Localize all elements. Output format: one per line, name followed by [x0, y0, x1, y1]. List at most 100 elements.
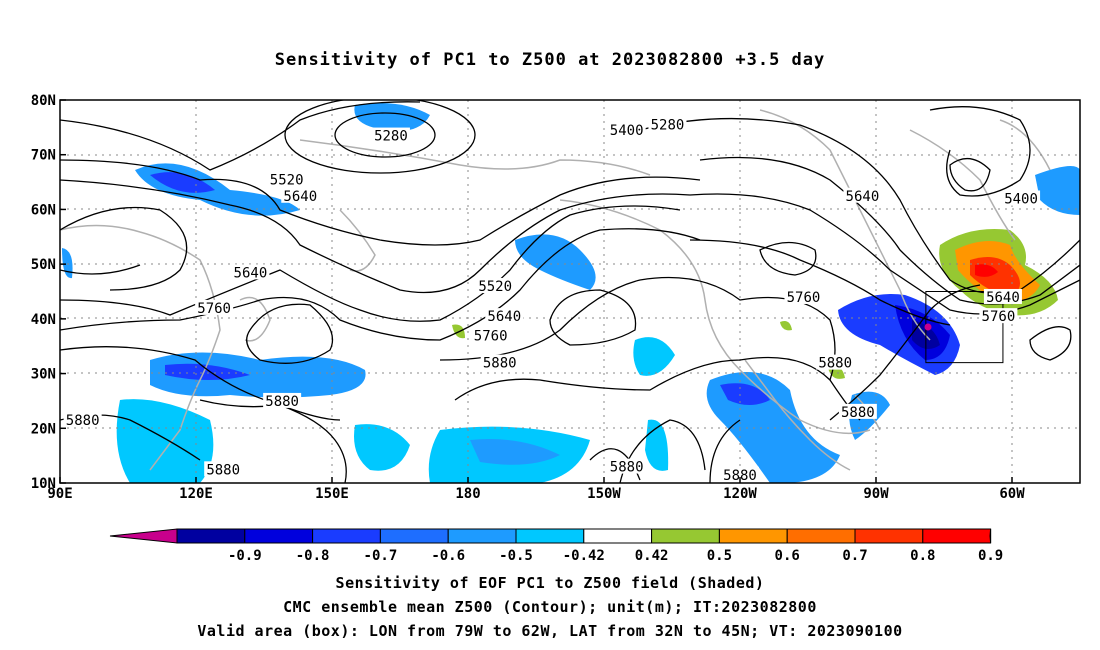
lat-tick-label: 30N [31, 367, 56, 383]
caption-line-3: Valid area (box): LON from 79W to 62W, L… [197, 622, 903, 640]
lon-tick-label: 120E [179, 486, 213, 502]
colorbar-swatch [244, 528, 314, 544]
colorbar-label: -0.6 [431, 548, 465, 564]
colorbar-label: 0.8 [910, 548, 935, 564]
colorbar-label: 0.42 [635, 548, 669, 564]
colorbar-swatch [651, 528, 720, 544]
contour-label: 5640 [234, 265, 268, 281]
lon-tick-label: 60W [999, 486, 1025, 502]
contour-label-bg [267, 171, 306, 187]
contour-label-bg [648, 116, 687, 132]
coastlines [60, 109, 1051, 471]
contour-label: 5880 [841, 405, 875, 421]
colorbar-swatch [447, 528, 517, 544]
colorbar-swatch [922, 528, 992, 544]
contour-label-bg [1002, 190, 1041, 206]
lat-tick-label: 40N [31, 312, 56, 328]
contour-label: 5880 [818, 356, 852, 372]
contour-label-bg [784, 288, 823, 304]
contour-label-bg [607, 122, 646, 138]
lon-tick-label: 150W [587, 486, 621, 502]
contour-label: 5760 [197, 301, 231, 317]
lon-tick-label: 90W [863, 486, 889, 502]
colorbar-swatch [312, 528, 381, 544]
colorbar-swatch [515, 528, 585, 544]
map-title: Sensitivity of PC1 to Z500 at 2023082800… [274, 50, 826, 70]
colorbar-label: 0.9 [978, 548, 1003, 564]
lat-tick-label: 20N [31, 421, 56, 437]
contour-label: 5880 [66, 413, 100, 429]
contour-label-bg [195, 299, 234, 315]
contour-label: 5400 [1004, 191, 1038, 207]
contour-label: 5640 [283, 189, 317, 205]
contour-label-bg [843, 187, 882, 203]
colorbar-label: -0.8 [296, 548, 330, 564]
colorbar-label: -0.9 [228, 548, 262, 564]
colorbar-swatch [176, 528, 246, 544]
colorbar: -0.9 -0.8 -0.7 -0.6 -0.5 -0.42 0.42 0.5 0.6 0.7 0.… [109, 528, 1003, 564]
contour-label-bg [838, 403, 877, 419]
contour-label-bg [231, 264, 270, 280]
contour-label-bg [204, 461, 243, 477]
latitude-tick-labels: 80N 70N 60N 50N 40N 30N 20N 10N [31, 93, 66, 492]
contour-label-bg [480, 354, 519, 370]
lat-tick-label: 70N [31, 148, 56, 164]
lon-tick-label: 180 [455, 486, 480, 502]
contour-label: 5760 [982, 309, 1016, 325]
shaded-positive-areas [452, 229, 1058, 379]
contour-label: 5880 [483, 356, 517, 372]
target-point-marker [924, 323, 932, 331]
contour-label-bg [371, 127, 410, 143]
contour-label: 5400 [610, 123, 644, 139]
colorbar-label: 0.6 [775, 548, 800, 564]
contour-label: 5280 [374, 129, 408, 145]
contour-label: 5520 [270, 172, 304, 188]
caption-line-2: CMC ensemble mean Z500 (Contour); unit(m… [283, 598, 817, 616]
colorbar-swatch [379, 528, 449, 544]
contour-label: 5520 [478, 279, 512, 295]
contour-label-bg [476, 278, 515, 294]
lat-tick-label: 60N [31, 202, 56, 218]
contour-label-bg [816, 354, 855, 370]
contour-label-bg [263, 392, 302, 408]
colorbar-low-extend [109, 528, 178, 544]
colorbar-swatch [583, 528, 653, 544]
contour-label: 5880 [723, 468, 757, 484]
contour-label-bg [471, 327, 510, 343]
contour-label: 5760 [787, 290, 821, 306]
contour-label-bg [281, 187, 320, 203]
colorbar-high-extend [989, 528, 992, 544]
colorbar-label: -0.7 [364, 548, 398, 564]
colorbar-label: 0.5 [707, 548, 732, 564]
colorbar-swatch [854, 528, 924, 544]
contour-label: 5760 [474, 328, 508, 344]
contour-label-bg [485, 308, 524, 324]
graticule [60, 100, 1080, 483]
contour-label: 5640 [986, 290, 1020, 306]
contour-label: 5280 [651, 118, 685, 134]
contour-label-bg [983, 288, 1022, 304]
contour-label: 5880 [206, 462, 240, 478]
map-frame [59, 99, 1081, 484]
caption-line-1: Sensitivity of EOF PC1 to Z500 field (Sh… [335, 574, 765, 592]
lon-tick-label: 150E [315, 486, 349, 502]
contour-label-bg [979, 308, 1018, 324]
contour-label-bg [607, 458, 646, 474]
z500-contours [60, 100, 1080, 483]
lon-tick-label: 120W [723, 486, 757, 502]
contour-label: 5880 [265, 394, 299, 410]
colorbar-swatch [718, 528, 788, 544]
colorbar-swatch [786, 528, 856, 544]
lat-tick-label: 50N [31, 257, 56, 273]
colorbar-label: -0.5 [499, 548, 533, 564]
contour-label: 5880 [610, 460, 644, 476]
contour-label-bg [63, 412, 102, 428]
contour-label-bg [721, 466, 759, 482]
contour-label: 5640 [846, 189, 880, 205]
shaded-negative-areas [62, 102, 1080, 483]
lat-tick-label: 10N [31, 476, 56, 492]
colorbar-label: -0.42 [563, 548, 605, 564]
longitude-tick-labels: 90E 120E 150E 180 150W 120W 90W 60W [47, 477, 1025, 502]
